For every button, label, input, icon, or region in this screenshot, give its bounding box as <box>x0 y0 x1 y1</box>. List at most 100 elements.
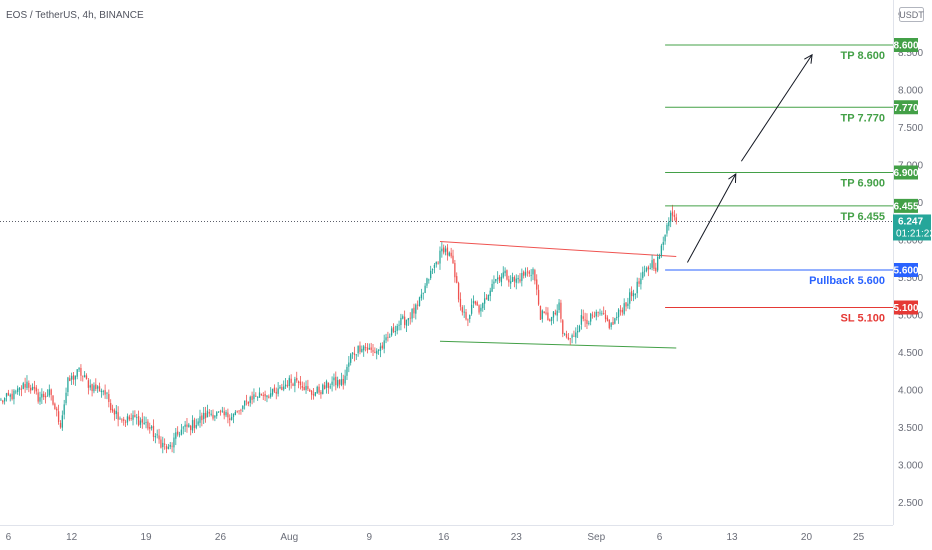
candle-body <box>376 350 378 354</box>
candle-body <box>571 335 573 338</box>
candle-body <box>379 346 382 351</box>
candle-body <box>251 396 253 400</box>
candle-body <box>541 310 543 319</box>
candle-body <box>426 278 428 286</box>
time-tick-label: 19 <box>140 532 152 543</box>
candle-body <box>461 307 463 313</box>
current-price-badge: 6.247 01:21:22 <box>893 214 932 241</box>
candle-body <box>638 281 640 284</box>
candle-body <box>292 383 294 386</box>
candle-body <box>130 418 132 419</box>
candle-body <box>623 303 625 314</box>
candle-body <box>493 281 495 284</box>
candle-body <box>247 401 250 404</box>
candle-body <box>325 381 328 388</box>
currency-button-frame[interactable] <box>899 7 924 22</box>
candle-body <box>463 311 465 313</box>
candle-body <box>255 395 257 397</box>
candle-body <box>515 278 517 283</box>
candle-body <box>258 392 261 398</box>
candle-body <box>197 421 199 425</box>
symbol-title[interactable]: EOS / TetherUS, 4h, BINANCE <box>6 10 144 21</box>
candle-body <box>154 436 156 438</box>
candle-body <box>150 426 153 429</box>
candle-body <box>417 304 419 306</box>
candle-body <box>117 412 119 420</box>
candle-body <box>532 269 534 275</box>
candle-body <box>415 304 417 314</box>
candle-body <box>30 387 32 391</box>
candle-body <box>497 277 499 280</box>
candle-body <box>517 278 519 280</box>
candle-body <box>467 319 469 321</box>
candle-body <box>370 347 372 350</box>
candle-body <box>98 386 101 392</box>
candle-body <box>457 283 460 300</box>
candle-body <box>119 418 121 420</box>
candle-body <box>208 412 210 414</box>
candle-body <box>558 302 560 311</box>
candle-body <box>262 395 264 396</box>
candle-body <box>286 385 289 387</box>
candle-body <box>456 276 458 283</box>
candle-body <box>193 419 196 429</box>
candle-body <box>418 297 421 306</box>
candle-body <box>167 446 170 449</box>
candle-body <box>188 424 190 428</box>
candle-body <box>580 315 583 325</box>
candle-body <box>24 383 26 388</box>
candle-body <box>381 345 383 349</box>
candle-body <box>160 439 162 448</box>
level-badge-value: 6.455 <box>893 201 918 212</box>
candle-body <box>643 270 646 272</box>
candle-body <box>536 279 538 290</box>
candle-body <box>67 377 69 393</box>
time-tick-label: Sep <box>587 532 605 543</box>
candle-body <box>372 350 374 352</box>
time-tick-label: 23 <box>511 532 523 543</box>
currency-button[interactable]: USDT <box>899 7 924 22</box>
candle-body <box>65 392 67 404</box>
candle-body <box>318 386 320 393</box>
current-price-value: 6.247 <box>898 216 923 227</box>
candle-body <box>454 263 456 278</box>
candle-body <box>15 391 17 393</box>
candle-body <box>357 345 359 354</box>
candle-body <box>279 386 281 389</box>
candle-body <box>523 271 525 276</box>
candle-body <box>480 307 482 312</box>
candle-body <box>526 271 529 273</box>
candle-body <box>340 379 343 386</box>
candle-body <box>316 386 318 394</box>
projection-arrow-line <box>740 54 813 162</box>
candle-body <box>275 391 277 394</box>
candle-body <box>552 311 555 318</box>
candle-body <box>634 294 636 295</box>
candle-body <box>671 211 674 216</box>
level-label-tp: TP 7.770 <box>841 112 885 124</box>
candle-body <box>616 316 618 318</box>
candle-body <box>264 393 266 397</box>
candle-body <box>271 388 274 395</box>
currency-button-label[interactable]: USDT <box>899 10 924 20</box>
candle-body <box>61 415 63 428</box>
candle-body <box>407 318 410 321</box>
candle-body <box>446 247 449 256</box>
level-label-tp: TP 6.900 <box>841 178 885 190</box>
candle-body <box>115 410 117 414</box>
candle-body <box>563 333 566 335</box>
level-badge-tp <box>894 38 918 52</box>
candle-body <box>428 279 430 281</box>
candle-body <box>253 394 255 400</box>
candle-body <box>351 352 354 354</box>
candle-body <box>175 432 177 439</box>
candle-body <box>550 316 553 321</box>
level-badge-pullback <box>894 263 918 277</box>
time-tick-label: 25 <box>853 532 865 543</box>
candle-body <box>537 289 540 305</box>
candle-body <box>603 313 605 314</box>
time-axis[interactable]: 6 12 19 26 Aug 9 16 23 Sep 6 13 20 25 <box>6 532 865 543</box>
candle-body <box>547 312 549 321</box>
